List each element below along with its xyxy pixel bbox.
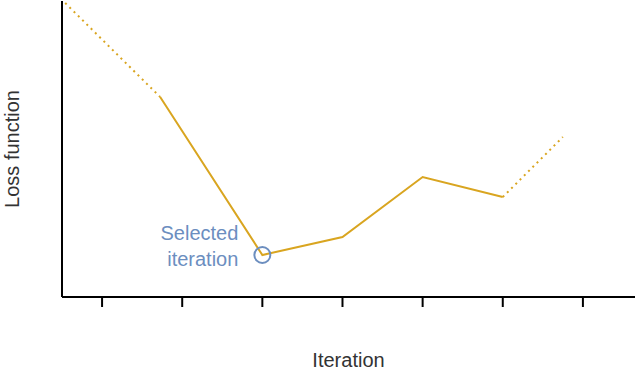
svg-text:Loss function: Loss function bbox=[8, 90, 23, 208]
svg-text:Selectediteration: Selectediteration bbox=[161, 222, 239, 270]
svg-text:Iteration: Iteration bbox=[312, 349, 384, 367]
